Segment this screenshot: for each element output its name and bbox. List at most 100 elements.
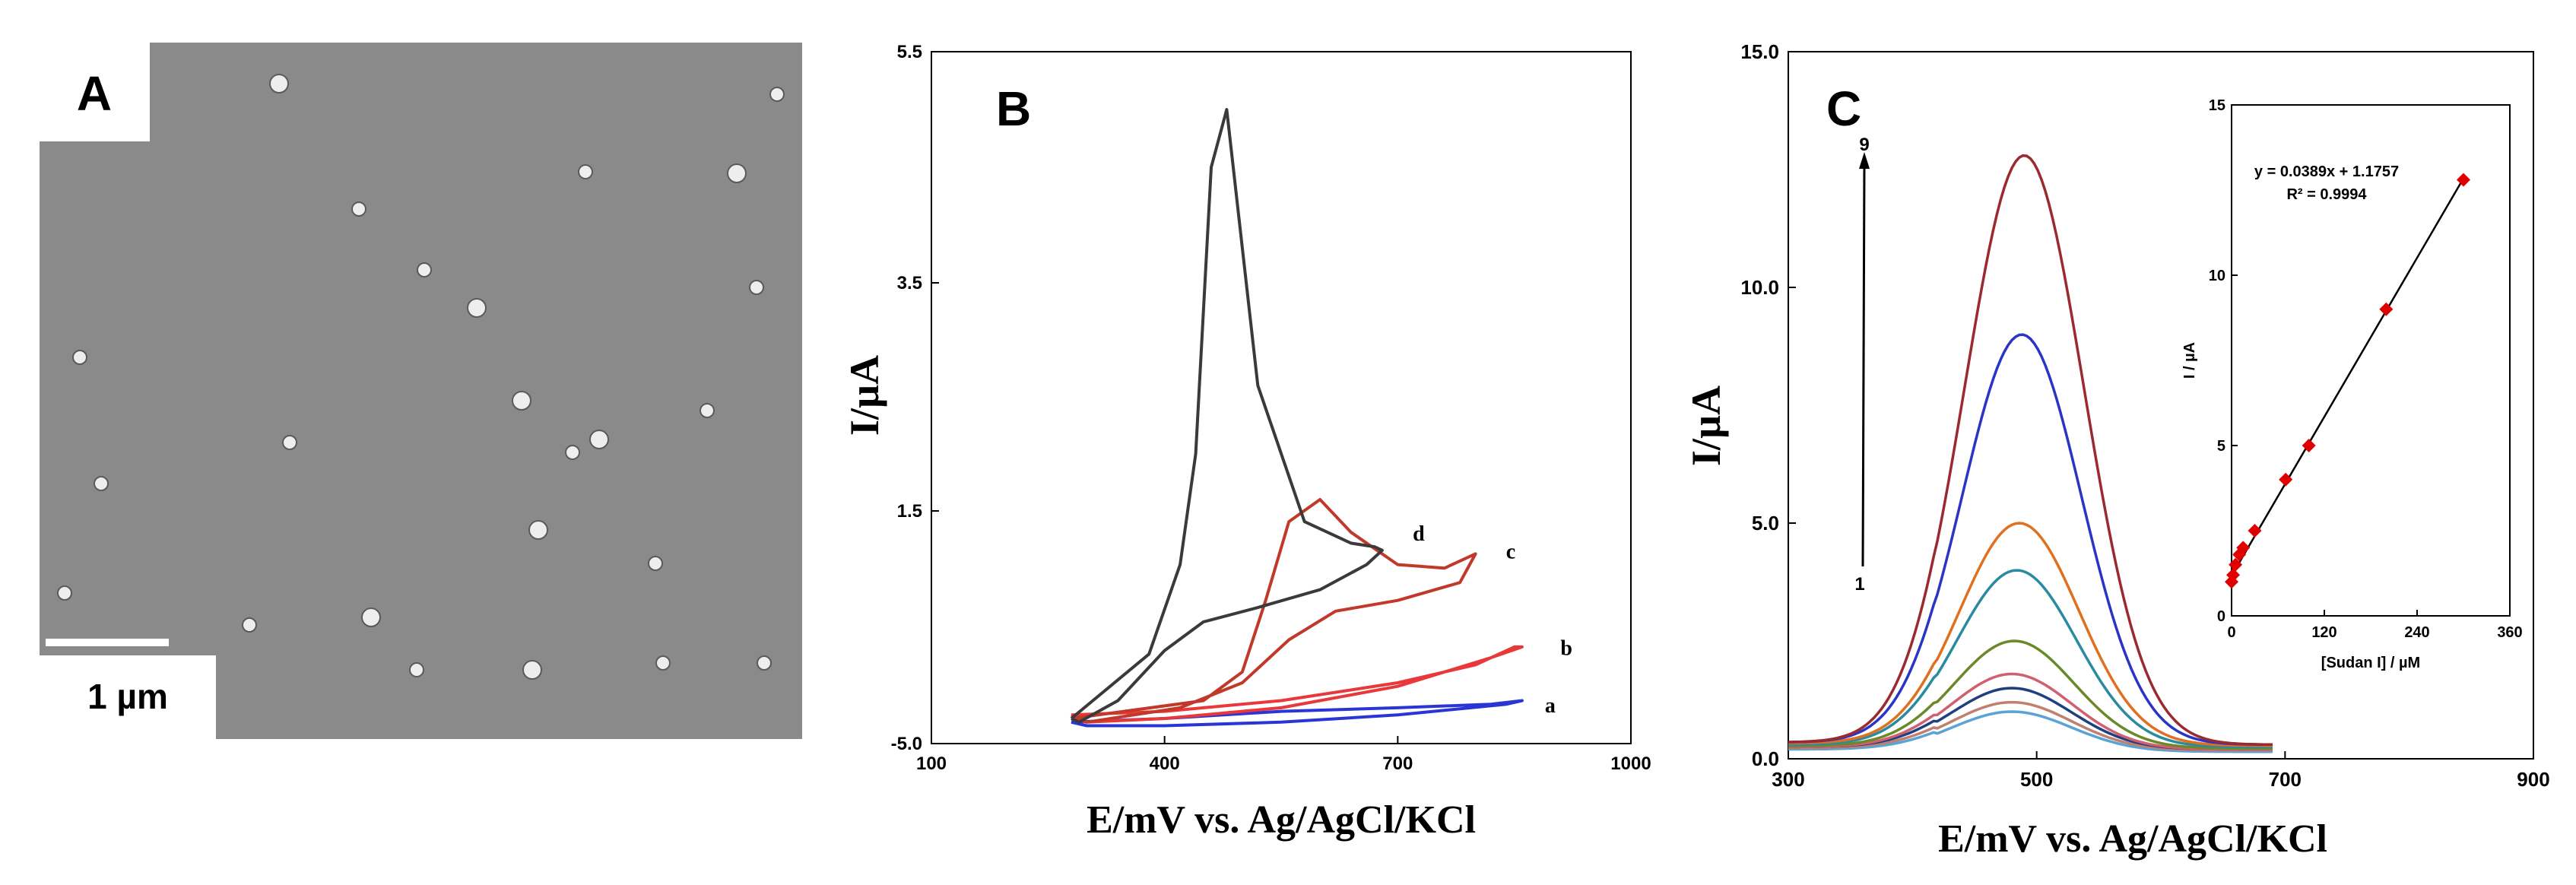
sem-particle [700, 403, 715, 418]
inset-point [2279, 472, 2293, 487]
inset-xticks: 0 120 240 360 [2227, 610, 2523, 641]
chart-b-curve-label-c: c [1506, 540, 1515, 563]
chart-c-curve-4 [1788, 672, 2273, 751]
chart-b-ytick-label: -5.0 [891, 734, 922, 754]
scale-label-box [40, 655, 216, 739]
sem-particle [94, 476, 109, 491]
chart-b-yticks: -5.0 1.5 3.5 5.5 [891, 42, 939, 754]
chart-b-xtick-label: 700 [1382, 753, 1413, 774]
chart-b-curve-label-a: a [1545, 694, 1556, 718]
sem-particle [417, 262, 432, 278]
panel-a: A 1 µm [40, 43, 802, 739]
inset-xtick-label: 240 [2404, 624, 2429, 641]
inset-points [2225, 173, 2470, 589]
inset-r-squared: R² = 0.9994 [2286, 186, 2367, 203]
chart-c-xtick-label: 900 [2517, 768, 2549, 791]
chart-b-curve-label-d: d [1413, 522, 1425, 546]
chart-c-series [1788, 154, 2273, 753]
chart-b-curve-labels: a b c d [1413, 522, 1572, 718]
concentration-arrow-head [1859, 152, 1870, 169]
sem-particle [467, 298, 487, 318]
inset-point [2302, 439, 2316, 452]
chart-c-ylabel: I/µA [1683, 385, 1729, 466]
panel-c-letter: C [1826, 81, 1861, 136]
chart-b-curve-c [1071, 498, 1477, 724]
sem-particle [655, 655, 671, 671]
arrow-end-label: 9 [1859, 135, 1869, 155]
chart-b-xtick-label: 400 [1150, 753, 1180, 774]
sem-particle [351, 201, 366, 217]
inset-ytick-label: 15 [2209, 97, 2225, 114]
chart-b-ytick-label: 1.5 [897, 501, 922, 522]
inset-ytick-label: 10 [2209, 268, 2225, 284]
panel-c: 0.05.010.015.0 300 500 700 900 C 9 1 I/µA E… [1683, 40, 2550, 861]
chart-b-xticks: 100 400 700 1000 [916, 736, 1651, 774]
chart-b-curve-b [1071, 645, 1524, 724]
sem-particle [409, 662, 424, 677]
chart-c-curve-8 [1788, 333, 2273, 747]
inset-ylabel: I / µA [2181, 342, 2198, 379]
chart-c-xtick-label: 500 [2020, 768, 2053, 791]
chart-b-ylabel: I/µA [842, 355, 887, 436]
sem-particle [72, 350, 87, 365]
sem-particle [361, 607, 381, 627]
chart-b-xlabel: E/mV vs. Ag/AgCl/KCl [1087, 798, 1476, 842]
chart-c-ytick-label: 0.0 [1752, 747, 1779, 770]
inset-point [2379, 302, 2394, 316]
sem-particle [282, 435, 297, 450]
chart-b-xtick-label: 100 [916, 753, 947, 774]
chart-b-series [1070, 108, 1524, 728]
inset-xtick-label: 360 [2497, 624, 2522, 641]
chart-b-curve-a [1071, 699, 1524, 728]
chart-c-xtick-label: 700 [2269, 768, 2302, 791]
chart-b-ytick-label: 3.5 [897, 273, 922, 293]
sem-particle [565, 445, 580, 460]
chart-c-curve-9 [1788, 154, 2273, 747]
chart-b-xtick-label: 1000 [1610, 753, 1651, 774]
chart-c-curve-7 [1788, 522, 2273, 747]
inset-xtick-label: 0 [2227, 624, 2235, 641]
panel-a-letter-box [40, 43, 150, 141]
chart-c-inset: 0 5 10 15 0 120 240 360 y = 0.0389x + 1.1757 R… [2181, 97, 2523, 671]
sem-particle [512, 391, 531, 411]
sem-particle [769, 87, 785, 102]
sem-particle [242, 617, 257, 633]
chart-c-ytick-label: 10.0 [1740, 276, 1779, 299]
chart-c-xlabel: E/mV vs. Ag/AgCl/KCl [1938, 817, 2327, 861]
inset-point [2457, 173, 2470, 187]
inset-xlabel: [Sudan I] / µM [2321, 655, 2420, 671]
sem-particle [648, 556, 663, 571]
chart-b-ytick-label: 5.5 [897, 42, 922, 62]
sem-particle [727, 163, 747, 183]
chart-c-curve-6 [1788, 569, 2273, 749]
chart-c-curve-1 [1788, 710, 2273, 753]
inset-point [2236, 541, 2251, 555]
sem-particle [528, 520, 548, 540]
chart-c-yticks: 0.0 5.0 10.0 15.0 [1740, 40, 1796, 770]
inset-plot-area [2231, 104, 2511, 617]
chart-c-xticks: 300 500 700 900 [1772, 751, 2550, 791]
inset-point [2248, 524, 2262, 538]
arrow-start-label: 1 [1854, 574, 1864, 595]
concentration-arrow [1861, 163, 1866, 567]
scale-label: 1 µm [87, 677, 168, 716]
chart-b-curve-d [1070, 108, 1384, 724]
sem-particle [589, 430, 609, 449]
chart-c-curve-5 [1788, 639, 2273, 750]
sem-particle [57, 585, 72, 601]
panel-a-letter: A [77, 66, 112, 121]
sem-particle [578, 164, 593, 179]
chart-c-ytick-label: 15.0 [1740, 40, 1779, 63]
sem-particle [757, 655, 772, 671]
inset-ytick-label: 0 [2217, 608, 2225, 625]
inset-xtick-label: 120 [2311, 624, 2336, 641]
inset-point [2226, 568, 2241, 582]
sem-image [40, 43, 802, 739]
chart-c-ytick-label: 5.0 [1752, 512, 1779, 534]
sem-particles [57, 74, 785, 680]
sem-particle [269, 74, 289, 94]
chart-b-curve-label-b: b [1560, 637, 1572, 661]
chart-c-xtick-label: 300 [1772, 768, 1804, 791]
inset-ytick-label: 5 [2217, 438, 2225, 455]
